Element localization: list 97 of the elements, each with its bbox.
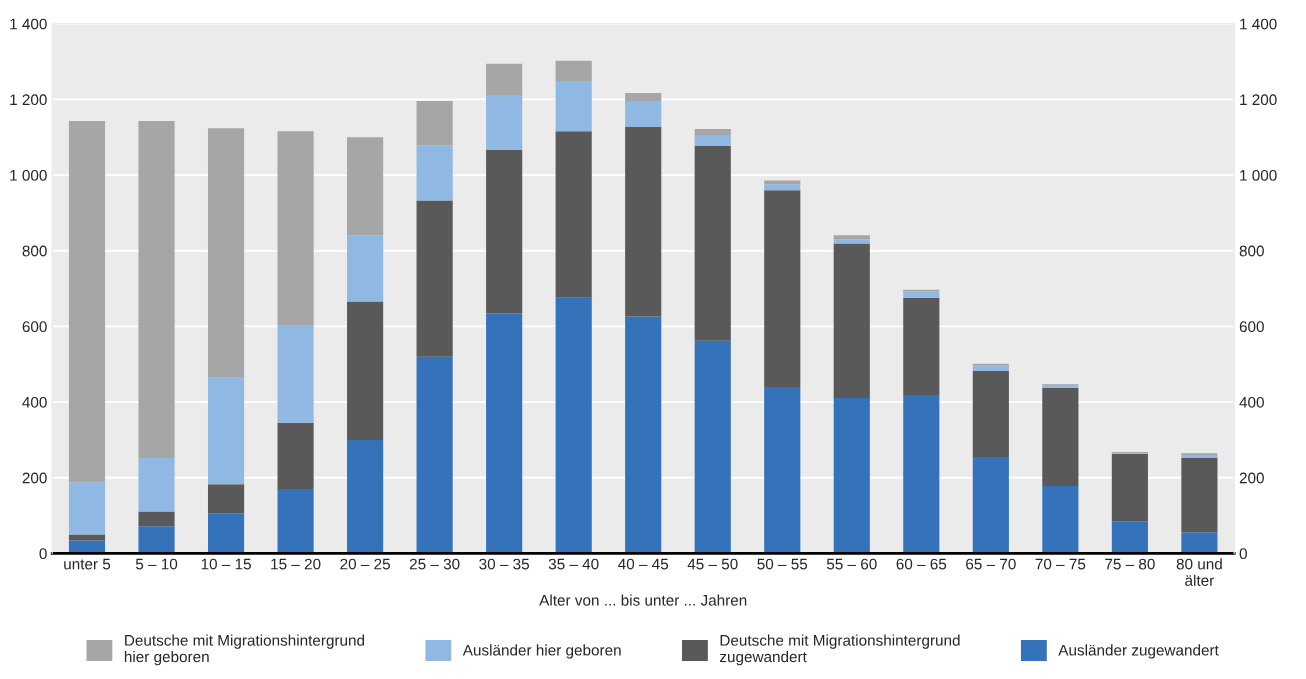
bar: [416, 100, 453, 146]
bar: [347, 235, 384, 302]
x-tick-label: 35 – 40: [548, 558, 599, 570]
bar: [138, 120, 175, 459]
bar: [347, 301, 384, 440]
bar: [416, 200, 453, 357]
bar: [764, 184, 801, 191]
x-tick-label: 40 – 45: [618, 558, 669, 570]
y-tick-label: 1 000: [10, 169, 47, 181]
bar: [68, 120, 106, 483]
bar: [625, 316, 662, 554]
bar: [1042, 486, 1079, 554]
bar: [347, 137, 384, 236]
bar: [277, 325, 314, 423]
bar: [277, 131, 314, 326]
bar: [903, 297, 940, 395]
bar: [555, 131, 592, 298]
y2-tick-label: 200: [1239, 472, 1264, 484]
bar: [416, 356, 453, 554]
bar: [416, 145, 453, 201]
y2-tick-label: 1 000: [1240, 169, 1277, 181]
bar: [833, 239, 870, 244]
y-tick-label: 0: [39, 548, 47, 560]
bar: [486, 313, 523, 554]
x-tick-label: 10 – 15: [201, 558, 251, 570]
x-tick-label: 75 – 80: [1105, 558, 1155, 570]
x-tick-label: 45 – 50: [687, 558, 738, 570]
bar: [764, 190, 801, 387]
bar: [694, 340, 731, 554]
bar: [68, 482, 106, 535]
legend-label: Deutsche mit Migrationshintergrund hier geboren: [124, 634, 365, 666]
bar: [694, 128, 731, 135]
bar: [347, 439, 384, 554]
bar: [833, 397, 870, 554]
bar: [555, 297, 592, 554]
bar: [138, 511, 175, 527]
y-tick-label: 200: [22, 472, 47, 484]
x-tick-label: 20 – 25: [340, 558, 390, 570]
y-tick-label: 1 400: [10, 18, 47, 30]
x-tick-label: unter 5: [64, 558, 111, 570]
x-tick-label: 15 – 20: [271, 558, 321, 570]
y2-tick-label: 1 200: [1240, 94, 1277, 106]
x-tick-label: 70 – 75: [1035, 558, 1086, 570]
x-tick-label: 25 – 30: [409, 558, 460, 570]
y2-tick-label: 400: [1239, 396, 1264, 408]
y-tick-label: 800: [22, 245, 47, 257]
bar: [972, 370, 1009, 457]
x-tick-label: 5 – 10: [135, 558, 178, 570]
bar: [277, 489, 314, 554]
bar: [555, 60, 592, 81]
bar: [903, 291, 940, 298]
y2-tick-label: 600: [1239, 321, 1264, 333]
bar: [625, 92, 662, 101]
bar: [207, 484, 245, 514]
x-axis-title: Alter von ... bis unter ... Jahren: [539, 594, 747, 606]
bar: [972, 365, 1009, 371]
bar: [903, 394, 940, 554]
bar: [1111, 453, 1148, 522]
y2-tick-label: 0: [1239, 548, 1247, 560]
bar: [694, 134, 731, 146]
bar: [486, 150, 523, 314]
bar: [1111, 521, 1148, 554]
legend-label: Ausländer zugewandert: [1058, 644, 1219, 659]
y2-tick-label: 1 400: [1240, 18, 1277, 30]
x-tick-label: 30 – 35: [479, 558, 529, 570]
x-tick-label: 55 – 60: [826, 558, 877, 570]
bar: [972, 456, 1009, 554]
bar: [833, 243, 870, 398]
x-tick-label: 65 – 70: [966, 558, 1016, 570]
bar: [207, 513, 245, 554]
bar: [555, 80, 592, 132]
x-tick-label: 50 – 55: [757, 558, 808, 570]
bar: [1042, 387, 1079, 487]
x-tick-label: 80 und älter: [1176, 558, 1222, 586]
y-tick-label: 400: [22, 396, 47, 408]
bar: [833, 235, 870, 240]
bar: [1181, 458, 1218, 533]
bar: [207, 128, 245, 378]
bar: [1181, 532, 1218, 554]
y-tick-label: 600: [22, 321, 47, 333]
legend-label: Deutsche mit Migrationshintergrund zugewandert: [719, 634, 960, 666]
y2-tick-label: 800: [1239, 245, 1264, 257]
legend-label: Ausländer hier geboren: [462, 644, 621, 659]
bar: [625, 127, 662, 317]
bar: [486, 94, 523, 151]
x-tick-label: 60 – 65: [896, 558, 947, 570]
bar: [207, 377, 245, 485]
bar: [138, 458, 175, 512]
bar: [764, 180, 801, 185]
bar: [277, 422, 314, 490]
y-tick-label: 1 200: [10, 94, 47, 106]
bar: [625, 100, 662, 128]
bar: [486, 63, 523, 95]
bar: [138, 526, 175, 554]
bar: [694, 145, 731, 341]
bar: [764, 386, 801, 554]
bar: [68, 534, 106, 541]
